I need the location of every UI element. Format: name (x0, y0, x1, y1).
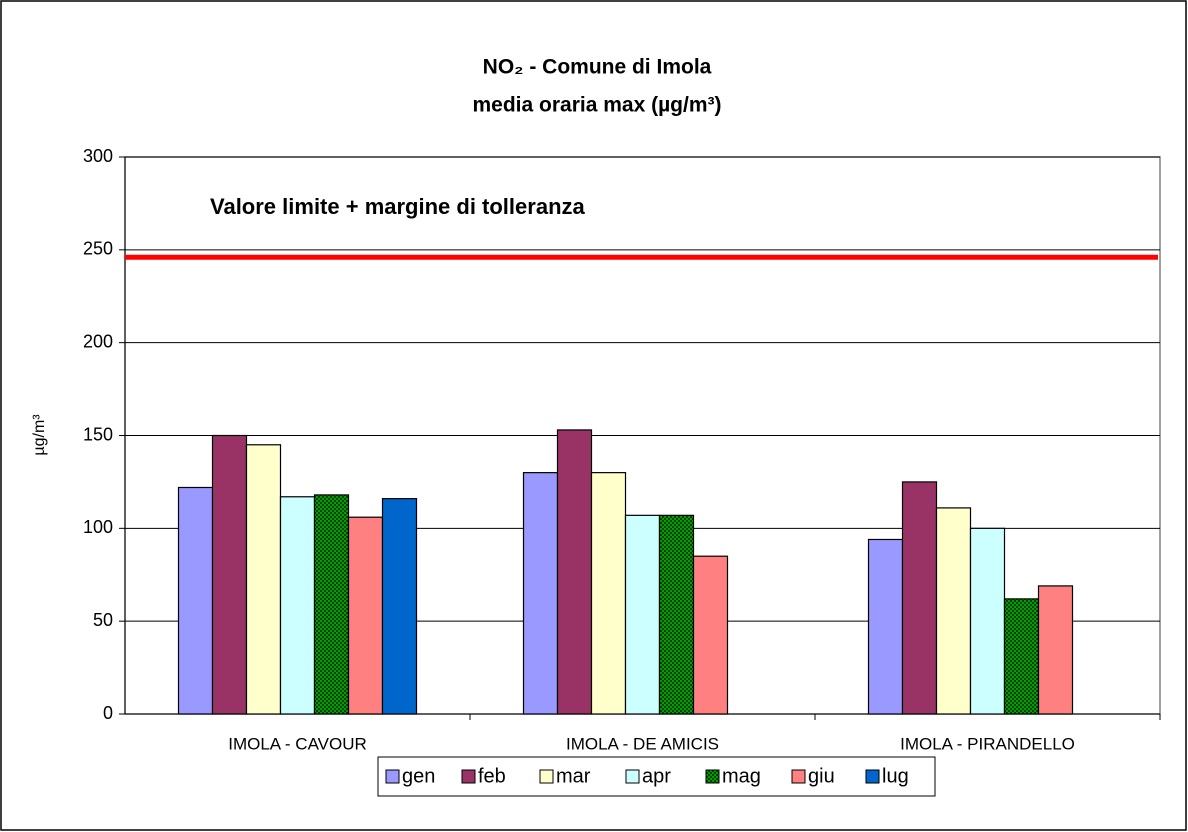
legend-label: mar (556, 765, 591, 787)
bar (658, 514, 695, 715)
bar (1003, 598, 1040, 715)
bar (969, 527, 1006, 715)
legend-label: mag (722, 765, 761, 787)
y-tick-label: 0 (103, 703, 113, 723)
x-tick-label: IMOLA - PIRANDELLO (900, 734, 1075, 753)
bar (901, 481, 938, 715)
legend-swatch (625, 769, 640, 784)
bar (867, 538, 904, 715)
y-tick-label: 50 (93, 610, 113, 630)
bar (211, 434, 248, 715)
legend-label: giu (808, 765, 835, 787)
y-tick-label: 100 (83, 517, 113, 537)
bar (590, 472, 627, 715)
legend-swatch (461, 769, 476, 784)
bar (313, 494, 350, 715)
bar (522, 472, 559, 715)
bar (177, 486, 214, 715)
y-tick-label: 250 (83, 239, 113, 259)
bar (692, 555, 729, 715)
bar (347, 516, 384, 715)
bar (1037, 585, 1074, 715)
legend-label: gen (402, 765, 435, 787)
bar (279, 496, 316, 715)
legend-label: lug (882, 765, 909, 787)
bar (935, 507, 972, 715)
bar (556, 429, 593, 715)
bar (245, 444, 282, 715)
legend-swatch (705, 769, 720, 784)
y-tick-label: 200 (83, 331, 113, 351)
x-tick-label: IMOLA - CAVOUR (228, 734, 367, 753)
bar (624, 514, 661, 715)
y-axis-label: µg/m³ (31, 414, 48, 456)
bar (381, 498, 418, 715)
legend-swatch (791, 769, 806, 784)
reference-label: Valore limite + margine di tolleranza (210, 194, 586, 219)
legend-swatch (539, 769, 554, 784)
x-tick-label: IMOLA - DE AMICIS (566, 734, 719, 753)
legend-label: feb (478, 765, 506, 787)
y-tick-label: 150 (83, 424, 113, 444)
legend-swatch (385, 769, 400, 784)
chart-subtitle: media oraria max (µg/m³) (472, 94, 721, 117)
legend-swatch (865, 769, 880, 784)
legend-label: apr (642, 765, 671, 787)
y-tick-label: 300 (83, 146, 113, 166)
chart-title: NO₂ - Comune di Imola (483, 56, 712, 79)
